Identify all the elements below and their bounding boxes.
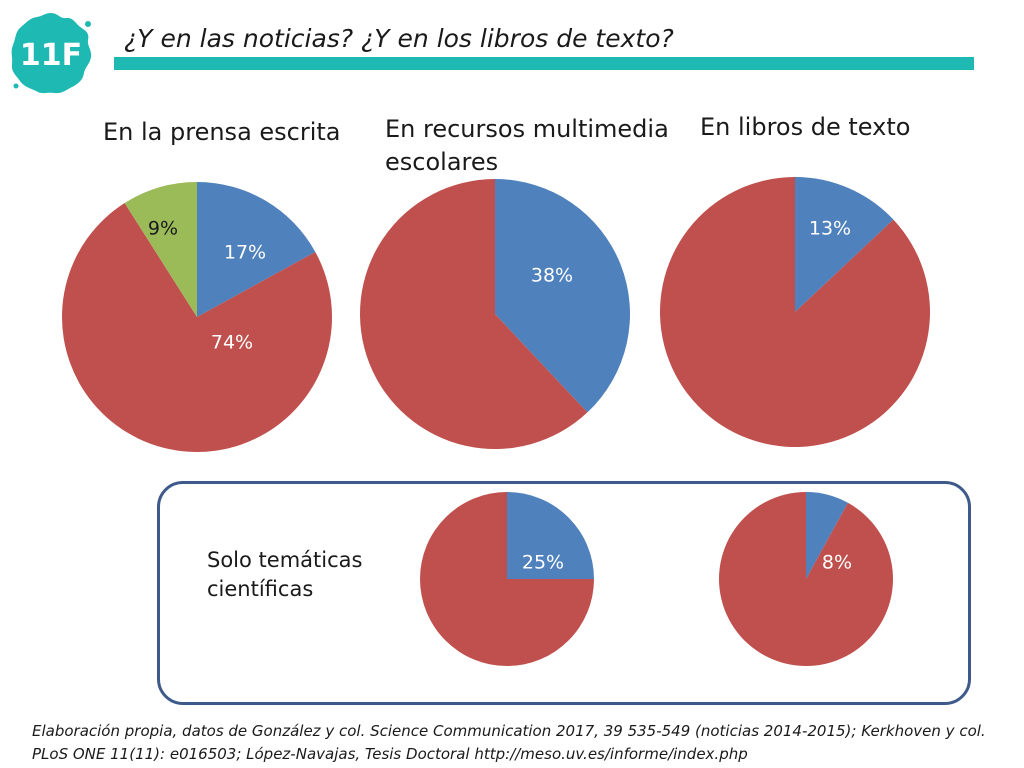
source-note: Elaboración propia, datos de González y …	[32, 722, 986, 763]
slide-title: ¿Y en las noticias? ¿Y en los libros de …	[124, 24, 674, 53]
pie-3-label-1: 13%	[809, 218, 851, 240]
pie-1-label-1: 17%	[224, 242, 266, 264]
pie-5-slice-2	[718, 492, 893, 667]
pie-3-slice-2	[659, 177, 930, 447]
pie-5-slice-1	[806, 492, 848, 579]
pie-1-slice-3	[124, 182, 197, 317]
pie-2-slice-2	[359, 179, 588, 449]
scientific-topics-box	[157, 481, 971, 705]
pie-3-slice-1	[795, 177, 894, 312]
scientific-topics-label: Solo temáticas científicas	[207, 548, 363, 601]
pie-1-slice-1	[197, 182, 316, 317]
chart-heading-textbooks: En libros de texto	[700, 113, 911, 141]
pie-5-label-1: 8%	[822, 552, 852, 574]
pie-chart-1: 17% 74% 9%	[62, 182, 333, 453]
pie-chart-4: 25%	[420, 492, 594, 666]
splash-logo-icon: 11F	[11, 13, 92, 94]
title-underline	[114, 57, 974, 70]
pie-4-slice-2	[420, 492, 594, 666]
pie-1-label-2: 74%	[211, 332, 253, 354]
pie-2-slice-1	[495, 179, 630, 413]
pie-chart-5: 8%	[718, 492, 893, 667]
pie-1-slice-2	[62, 203, 333, 453]
pie-4-label-1: 25%	[522, 552, 564, 574]
chart-heading-multimedia: En recursos multimedia escolares	[385, 115, 669, 176]
pie-1-label-3: 9%	[148, 218, 178, 240]
logo-text: 11F	[20, 38, 82, 73]
pie-2-label-1: 38%	[531, 265, 573, 287]
pie-chart-2: 38%	[359, 179, 630, 449]
chart-heading-press: En la prensa escrita	[103, 118, 341, 146]
pie-4-slice-1	[507, 492, 594, 579]
pie-chart-3: 13%	[659, 177, 930, 447]
